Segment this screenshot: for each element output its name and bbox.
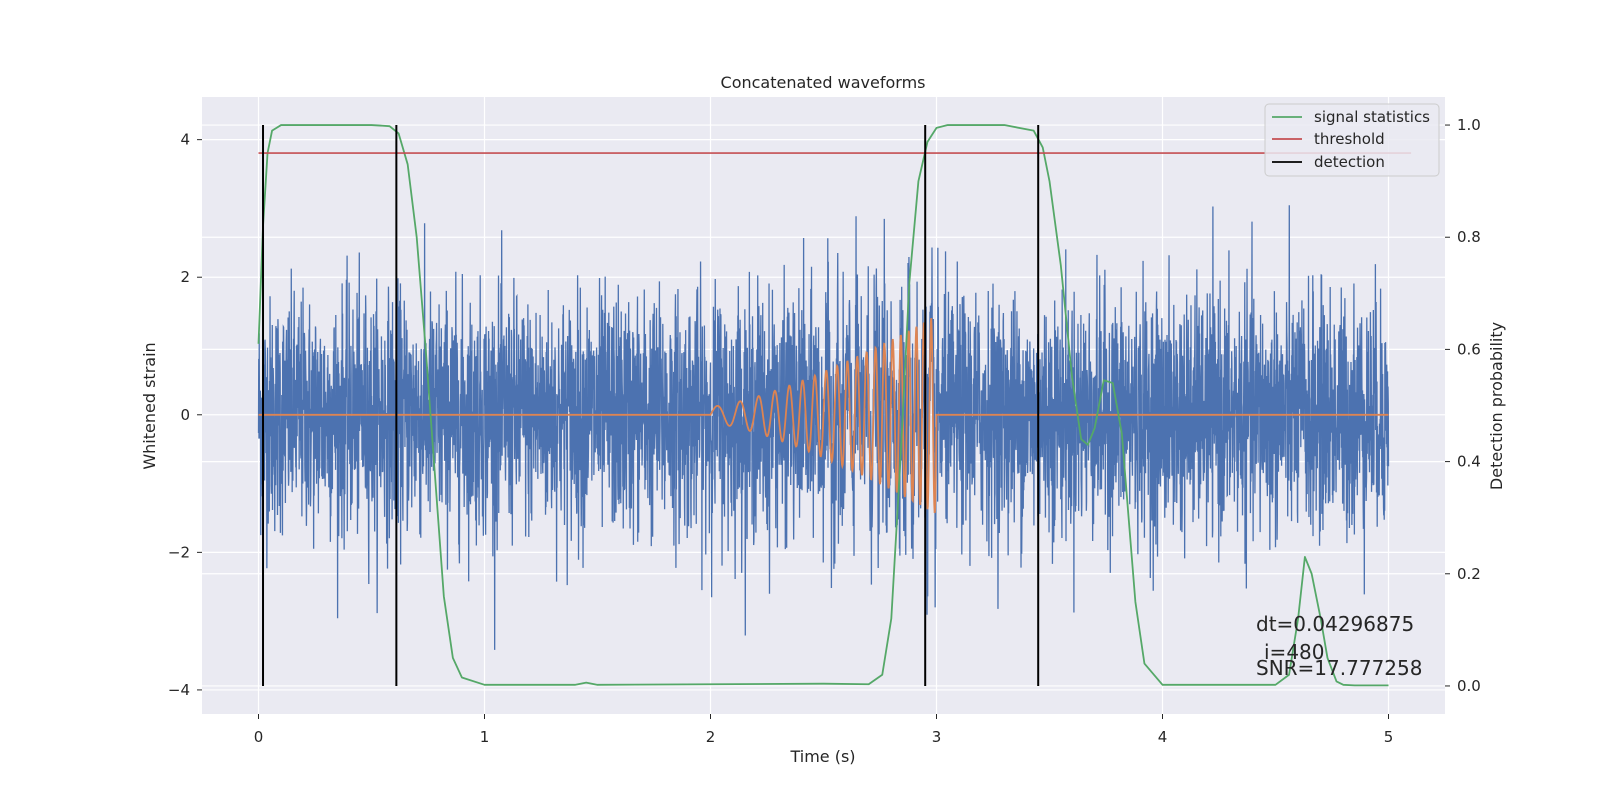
y-axis-title: Whitened strain: [140, 342, 159, 469]
y-right-tick-label: 0.0: [1457, 677, 1481, 695]
y-tick-label: 4: [180, 131, 190, 149]
annotation-index: i=480: [1264, 640, 1325, 664]
y-right-tick-label: 0.2: [1457, 565, 1481, 583]
x-tick-label: 2: [706, 728, 716, 746]
x-tick-label: 0: [254, 728, 264, 746]
annotation-snr: SNR=17.777258: [1256, 656, 1422, 680]
y-tick-label: 0: [180, 406, 190, 424]
chirp-series-line: [258, 318, 1389, 514]
legend-label-threshold: threshold: [1314, 130, 1385, 148]
y-right-tick-label: 0.4: [1457, 453, 1481, 471]
y-right-tick-label: 0.8: [1457, 228, 1481, 246]
y-tick-label: −2: [168, 543, 190, 561]
y-tick-label: −4: [168, 681, 190, 699]
y-right-tick-label: 0.6: [1457, 340, 1481, 358]
annotation-dt: dt=0.04296875: [1256, 612, 1414, 636]
x-tick-label: 5: [1384, 728, 1394, 746]
axis-layer: 0 1 2 3 4 5 −4 −2 0 2 4 0.0 0.2 0.4 0.6 0.8 1.0: [168, 116, 1481, 746]
signal-statistics-line: [257, 124, 1389, 687]
legend: signal statistics threshold detection: [1264, 103, 1440, 177]
y-tick-label: 2: [180, 268, 190, 286]
legend-label-detection: detection: [1314, 153, 1385, 171]
x-tick-label: 1: [480, 728, 490, 746]
x-tick-label: 3: [932, 728, 942, 746]
x-tick-label: 4: [1158, 728, 1168, 746]
y-right-tick-label: 1.0: [1457, 116, 1481, 134]
y-axis-right-title: Detection probability: [1487, 322, 1506, 490]
legend-label-signal-statistics: signal statistics: [1314, 108, 1430, 126]
data-layer: [257, 124, 1412, 687]
chart-title: Concatenated waveforms: [721, 73, 926, 92]
x-axis-title: Time (s): [789, 747, 855, 766]
legend-box: [1264, 103, 1440, 177]
